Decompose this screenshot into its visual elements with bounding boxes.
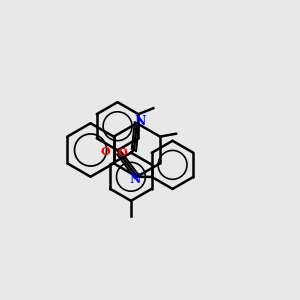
Text: O: O — [101, 146, 111, 157]
Text: N: N — [134, 115, 146, 128]
Text: N: N — [130, 173, 141, 186]
Text: O: O — [117, 148, 127, 158]
